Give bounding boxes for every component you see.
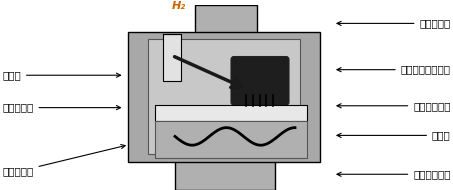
Bar [155, 105, 307, 121]
Bar [163, 34, 181, 81]
Text: 冷却水: 冷却水 [337, 130, 451, 140]
FancyBboxPatch shape [231, 56, 289, 105]
Text: H₂: H₂ [172, 1, 186, 11]
Bar [128, 32, 320, 162]
Text: 接微波系统: 接微波系统 [337, 18, 451, 28]
Text: 碳纳米管阵列: 碳纳米管阵列 [337, 101, 451, 111]
Text: 石墨加热器: 石墨加热器 [2, 145, 125, 177]
Bar [148, 39, 300, 154]
Bar [195, 5, 257, 42]
Text: 处理室: 处理室 [2, 70, 120, 80]
Bar [175, 156, 275, 190]
Text: 等离子体辉光区域: 等离子体辉光区域 [337, 65, 451, 75]
Bar [155, 121, 307, 158]
Text: 接抽真空系统: 接抽真空系统 [337, 169, 451, 179]
Text: 石墨样品台: 石墨样品台 [2, 103, 120, 113]
